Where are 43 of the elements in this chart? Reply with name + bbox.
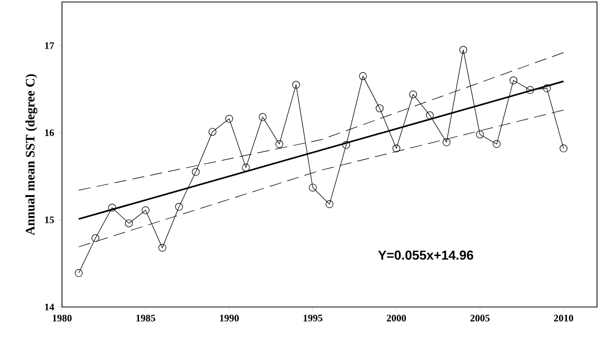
point	[92, 234, 100, 242]
point	[242, 164, 250, 172]
x-tick-label: 1990	[220, 314, 239, 322]
y-tick-label: 15	[45, 216, 54, 224]
point	[342, 141, 350, 149]
point	[258, 113, 267, 121]
y-tick-label: 14	[45, 304, 54, 310]
point	[459, 46, 468, 54]
point	[560, 144, 568, 152]
point	[175, 202, 183, 211]
point	[442, 138, 450, 146]
point	[192, 168, 200, 176]
point	[426, 111, 434, 120]
point	[292, 80, 300, 89]
annotation: Y=0.055x+14.96	[378, 250, 474, 260]
point	[409, 90, 417, 98]
point	[542, 84, 551, 92]
point	[376, 104, 384, 112]
x-tick-label: 2000	[386, 314, 406, 322]
y-axis-title: Annual mean SST (degree C)	[25, 74, 38, 236]
x-tick-label: 1985	[136, 314, 156, 322]
x-tick-label: 2010	[554, 314, 574, 322]
point	[326, 200, 334, 208]
point	[392, 144, 400, 152]
point	[308, 184, 317, 192]
x-tick-label: 1980	[52, 314, 72, 322]
point	[275, 140, 284, 148]
point	[124, 219, 133, 228]
point	[526, 86, 534, 94]
point	[208, 128, 216, 136]
point	[510, 76, 518, 84]
point	[492, 140, 501, 148]
point	[476, 130, 484, 138]
y-tick-label: 16	[45, 129, 54, 136]
point	[142, 206, 150, 214]
y-tick-label: 17	[45, 42, 54, 49]
x-tick-label: 1995	[304, 314, 322, 322]
point	[74, 269, 83, 277]
point	[225, 114, 234, 123]
point	[108, 204, 116, 212]
x-tick-label: 2005	[470, 314, 490, 322]
point	[359, 72, 367, 80]
point	[158, 244, 166, 252]
